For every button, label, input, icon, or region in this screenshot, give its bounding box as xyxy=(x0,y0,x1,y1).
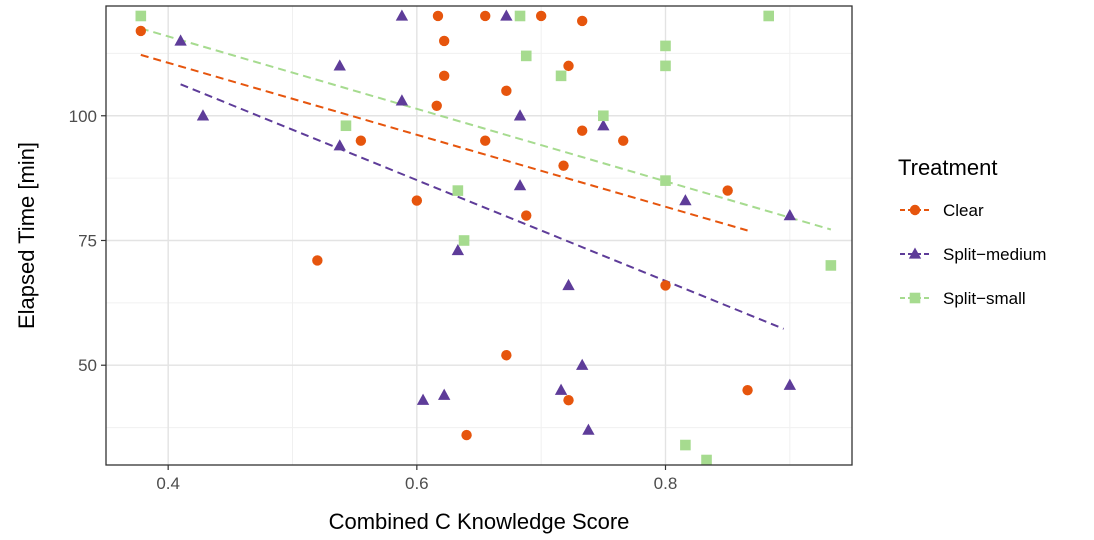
trend-line xyxy=(140,27,832,231)
data-point xyxy=(825,260,837,271)
data-point xyxy=(521,210,532,221)
data-point xyxy=(679,194,692,206)
trend-line xyxy=(140,53,748,232)
x-axis: 0.4 0.6 0.8 xyxy=(156,465,677,493)
legend-label: Split−medium xyxy=(943,245,1046,264)
minor-gridlines xyxy=(106,6,852,465)
legend-item: Clear xyxy=(900,201,984,220)
trend-lines xyxy=(140,27,832,330)
data-point xyxy=(618,135,629,146)
data-point xyxy=(196,109,210,121)
data-point xyxy=(763,10,774,22)
major-gridlines xyxy=(106,6,852,465)
data-point xyxy=(514,10,526,22)
legend-key-marker xyxy=(909,292,921,304)
data-point xyxy=(576,125,588,136)
data-point xyxy=(562,278,575,291)
data-point xyxy=(355,135,367,146)
legend-label: Split−small xyxy=(943,289,1026,308)
data-point xyxy=(395,94,409,106)
data-point xyxy=(480,10,491,22)
data-point xyxy=(438,35,450,47)
data-point xyxy=(513,179,527,191)
data-point xyxy=(333,139,346,151)
data-point xyxy=(535,10,547,22)
data-point xyxy=(555,70,567,82)
data-point xyxy=(501,85,512,97)
data-point xyxy=(174,34,187,46)
y-tick-label: 100 xyxy=(69,107,97,126)
data-point xyxy=(501,350,512,361)
data-point xyxy=(701,454,712,466)
data-point xyxy=(416,393,430,405)
data-point xyxy=(458,235,470,246)
data-point xyxy=(660,175,671,186)
y-tick-label: 50 xyxy=(78,356,97,375)
x-tick-label: 0.4 xyxy=(156,474,180,493)
data-point xyxy=(451,243,465,256)
data-point xyxy=(563,60,574,72)
data-point xyxy=(480,135,491,146)
data-point xyxy=(500,9,513,21)
data-point xyxy=(576,15,588,27)
legend-title: Treatment xyxy=(898,155,997,180)
x-axis-title: Combined C Knowledge Score xyxy=(329,509,630,534)
legend-key-marker xyxy=(908,247,922,259)
legend-item: Split−small xyxy=(900,289,1026,308)
data-point xyxy=(431,100,442,111)
data-point xyxy=(135,10,147,22)
data-point xyxy=(333,59,346,71)
data-point xyxy=(438,70,450,82)
data-point xyxy=(340,120,352,132)
data-point xyxy=(742,384,753,396)
legend-key-marker xyxy=(909,204,921,216)
data-point xyxy=(597,119,610,131)
legend: Treatment Clear Split−medium Split−small xyxy=(898,155,1046,308)
data-point xyxy=(135,25,147,37)
x-tick-label: 0.8 xyxy=(654,474,678,493)
plot-panel xyxy=(106,6,852,465)
data-point xyxy=(783,378,797,390)
data-point xyxy=(660,60,671,72)
data-point xyxy=(582,423,595,435)
y-axis-title: Elapsed Time [min] xyxy=(14,142,39,329)
plot-border xyxy=(105,5,853,466)
data-point xyxy=(660,40,671,52)
data-point xyxy=(520,50,532,62)
data-point xyxy=(438,388,451,400)
data-point xyxy=(598,110,609,122)
data-point xyxy=(554,383,568,395)
data-point xyxy=(783,209,797,221)
legend-item: Split−medium xyxy=(900,245,1046,264)
data-point xyxy=(461,429,472,441)
data-point xyxy=(563,394,574,406)
data-point xyxy=(722,185,733,196)
data-point xyxy=(576,358,589,370)
data-points xyxy=(135,9,837,466)
data-point xyxy=(432,10,444,22)
data-point xyxy=(660,280,671,291)
data-point xyxy=(395,9,409,21)
data-point xyxy=(558,160,569,171)
y-axis: 50 75 100 xyxy=(69,107,106,375)
y-tick-label: 75 xyxy=(78,231,97,250)
trend-line xyxy=(180,83,784,330)
data-point xyxy=(452,185,464,196)
data-point xyxy=(680,439,691,451)
legend-label: Clear xyxy=(943,201,984,220)
data-point xyxy=(411,195,423,206)
data-point xyxy=(312,255,323,266)
data-point xyxy=(513,109,527,121)
x-tick-label: 0.6 xyxy=(405,474,429,493)
